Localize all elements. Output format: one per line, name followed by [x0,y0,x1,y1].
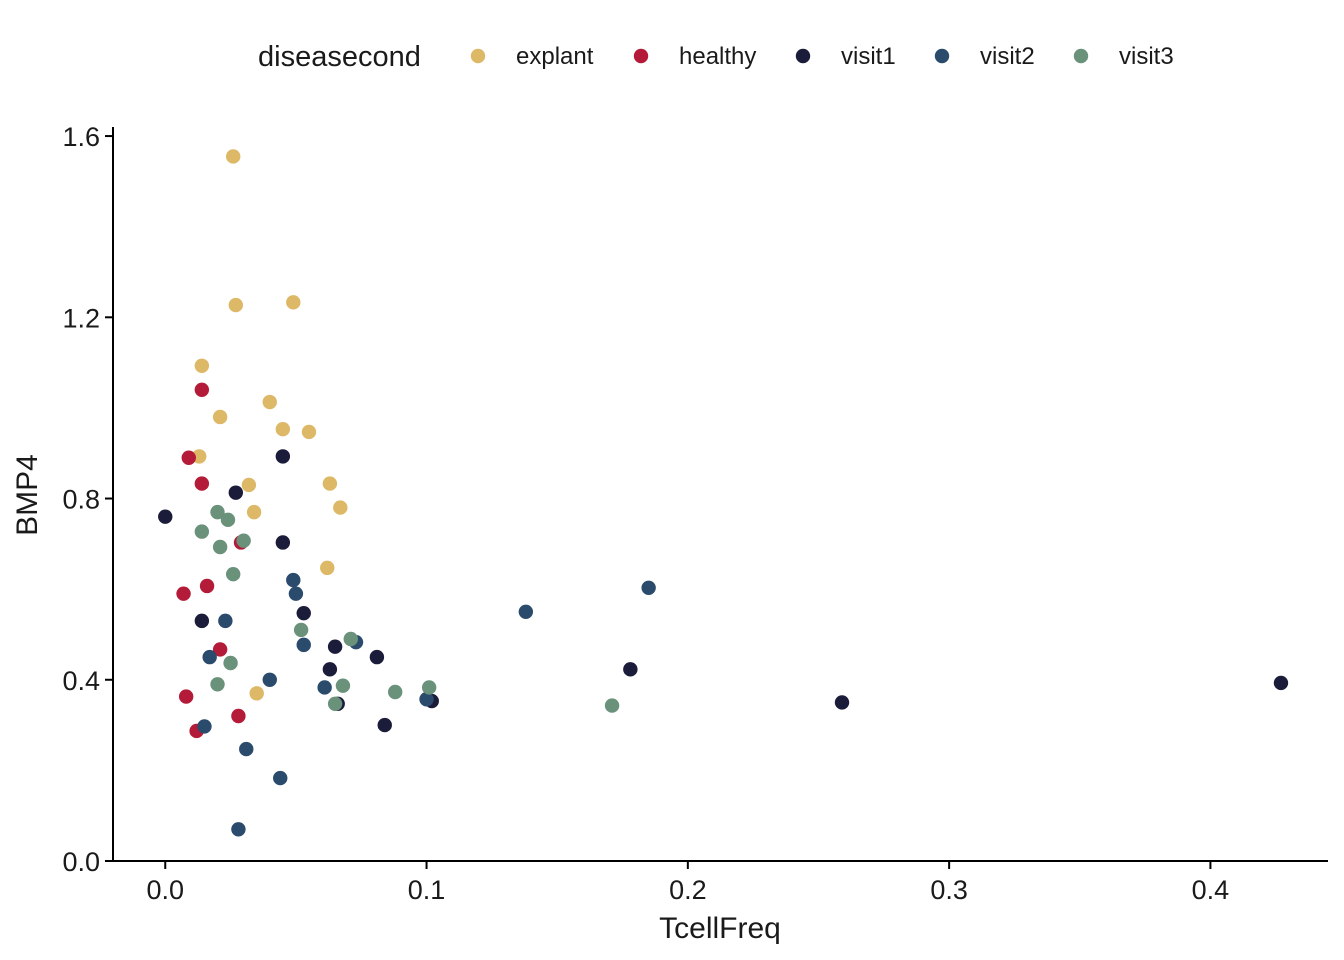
legend-label-healthy: healthy [679,43,756,70]
point-visit1 [228,485,244,500]
point-visit1 [275,449,291,464]
y-tick-label: 0.8 [62,485,100,515]
point-explant [225,149,241,164]
y-tick-label: 1.2 [62,303,100,333]
x-tick-label: 0.3 [930,875,968,905]
point-healthy [212,642,228,657]
legend-label-visit3: visit3 [1119,43,1174,70]
point-visit2 [641,580,656,595]
legend-title: diseasecond [258,41,421,73]
point-visit2 [317,680,332,695]
point-visit3 [335,678,351,693]
y-axis-title: BMP4 [11,454,44,536]
point-visit3 [343,631,358,647]
point-visit3 [387,684,403,700]
point-visit2 [273,770,288,786]
point-visit2 [286,572,301,588]
point-visit2 [202,649,217,665]
x-tick-label: 0.4 [1192,875,1230,905]
x-axis-title: TcellFreq [659,912,781,945]
y-tick-label: 0.4 [62,666,100,696]
point-explant [322,476,338,491]
point-healthy [181,450,196,465]
x-tick-label: 0.0 [146,875,184,905]
y-axis-ticks: 0.0 0.4 0.8 1.2 1.6 [62,122,113,877]
point-visit3 [210,504,225,520]
legend-key-visit3 [1073,48,1089,64]
point-healthy [231,708,246,724]
point-visit2 [518,604,534,620]
point-explant [212,409,228,425]
point-explant [228,297,244,313]
point-visit1 [327,639,343,654]
point-explant [241,477,257,493]
point-explant [301,424,317,440]
point-visit2 [419,692,434,707]
x-tick-label: 0.1 [408,875,446,905]
point-visit2 [296,637,311,653]
point-visit3 [236,533,251,548]
legend-label-visit2: visit2 [980,43,1035,70]
point-explant [320,560,335,576]
point-visit2 [239,741,254,757]
point-healthy [194,476,210,491]
point-visit2 [288,586,304,601]
point-visit3 [223,655,238,671]
point-visit3 [194,524,210,539]
point-visit3 [421,680,437,695]
point-visit1 [158,509,173,524]
legend-key-visit1 [795,48,811,64]
point-healthy [194,382,210,397]
point-explant [262,394,277,410]
legend-key-explant [470,48,486,64]
point-visit3 [225,566,241,582]
point-visit2 [231,822,246,837]
data-points [158,149,1289,837]
point-visit1 [369,649,385,665]
point-visit3 [220,512,236,528]
legend-label-visit1: visit1 [841,43,896,70]
legend-key-visit2 [934,48,950,64]
point-healthy [178,689,194,704]
x-tick-label: 0.2 [669,875,707,905]
point-visit2 [197,719,212,734]
point-visit1 [377,717,392,733]
point-visit1 [623,662,638,677]
legend-key-healthy [633,48,649,64]
point-visit1 [296,605,311,621]
point-visit3 [327,696,343,711]
point-explant [194,358,210,373]
point-visit1 [834,695,850,710]
point-visit3 [210,677,225,692]
point-explant [333,500,348,515]
point-visit3 [604,698,620,713]
point-visit3 [293,622,309,638]
plot-area: 0.0 0.1 0.2 0.3 0.4 0.0 0.4 0.8 1.2 1.6 [62,122,1328,905]
legend: diseasecond explant healthy visit1 visit2 vi… [258,41,1174,73]
point-explant [246,504,262,520]
x-axis-ticks: 0.0 0.1 0.2 0.3 0.4 [146,861,1229,905]
point-explant [275,422,291,437]
point-visit1 [1273,675,1289,691]
point-visit3 [212,539,228,555]
point-explant [286,295,301,310]
point-explant [192,449,207,464]
legend-items: explant healthy visit1 visit2 visit3 [470,43,1174,70]
y-tick-label: 1.6 [62,122,100,152]
point-visit2 [262,672,277,687]
point-visit1 [194,613,210,629]
point-visit1 [275,535,291,550]
y-tick-label: 0.0 [62,847,100,877]
point-healthy [199,578,215,594]
point-healthy [176,586,191,601]
legend-label-explant: explant [516,43,594,70]
point-explant [249,686,264,701]
point-visit2 [218,613,233,629]
point-visit1 [322,662,338,677]
